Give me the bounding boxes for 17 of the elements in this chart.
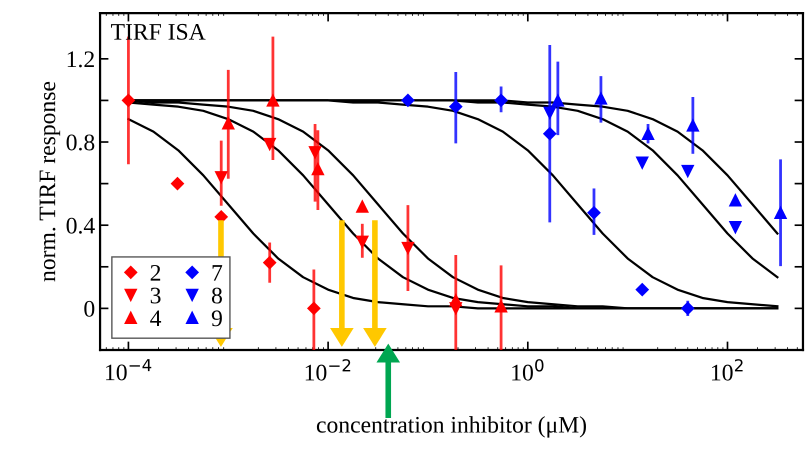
x-tick-label: 10$^{−2}$ (306, 359, 350, 381)
legend-label: 9 (212, 310, 222, 326)
legend-label: 3 (150, 288, 161, 304)
y-tick-label: 0 (84, 300, 94, 317)
chart-title: TIRF ISA (111, 24, 206, 40)
y-axis-title: norm. TIRF response (40, 82, 60, 282)
legend-label: 4 (150, 310, 162, 326)
legend-label: 7 (212, 265, 222, 281)
y-tick-label: 0.4 (66, 218, 95, 234)
x-tick-label: 10$^{0}$ (512, 359, 544, 381)
x-tick-label: 10$^{−4}$ (106, 359, 152, 380)
y-tick-label: 1.2 (68, 51, 94, 68)
y-tick-label: 0.8 (66, 134, 94, 151)
x-axis-title: concentration inhibitor (μM) (316, 416, 586, 438)
x-tick-label: 10$^{2}$ (712, 359, 743, 381)
legend-label: 8 (212, 288, 222, 304)
legend-label: 2 (150, 264, 160, 281)
